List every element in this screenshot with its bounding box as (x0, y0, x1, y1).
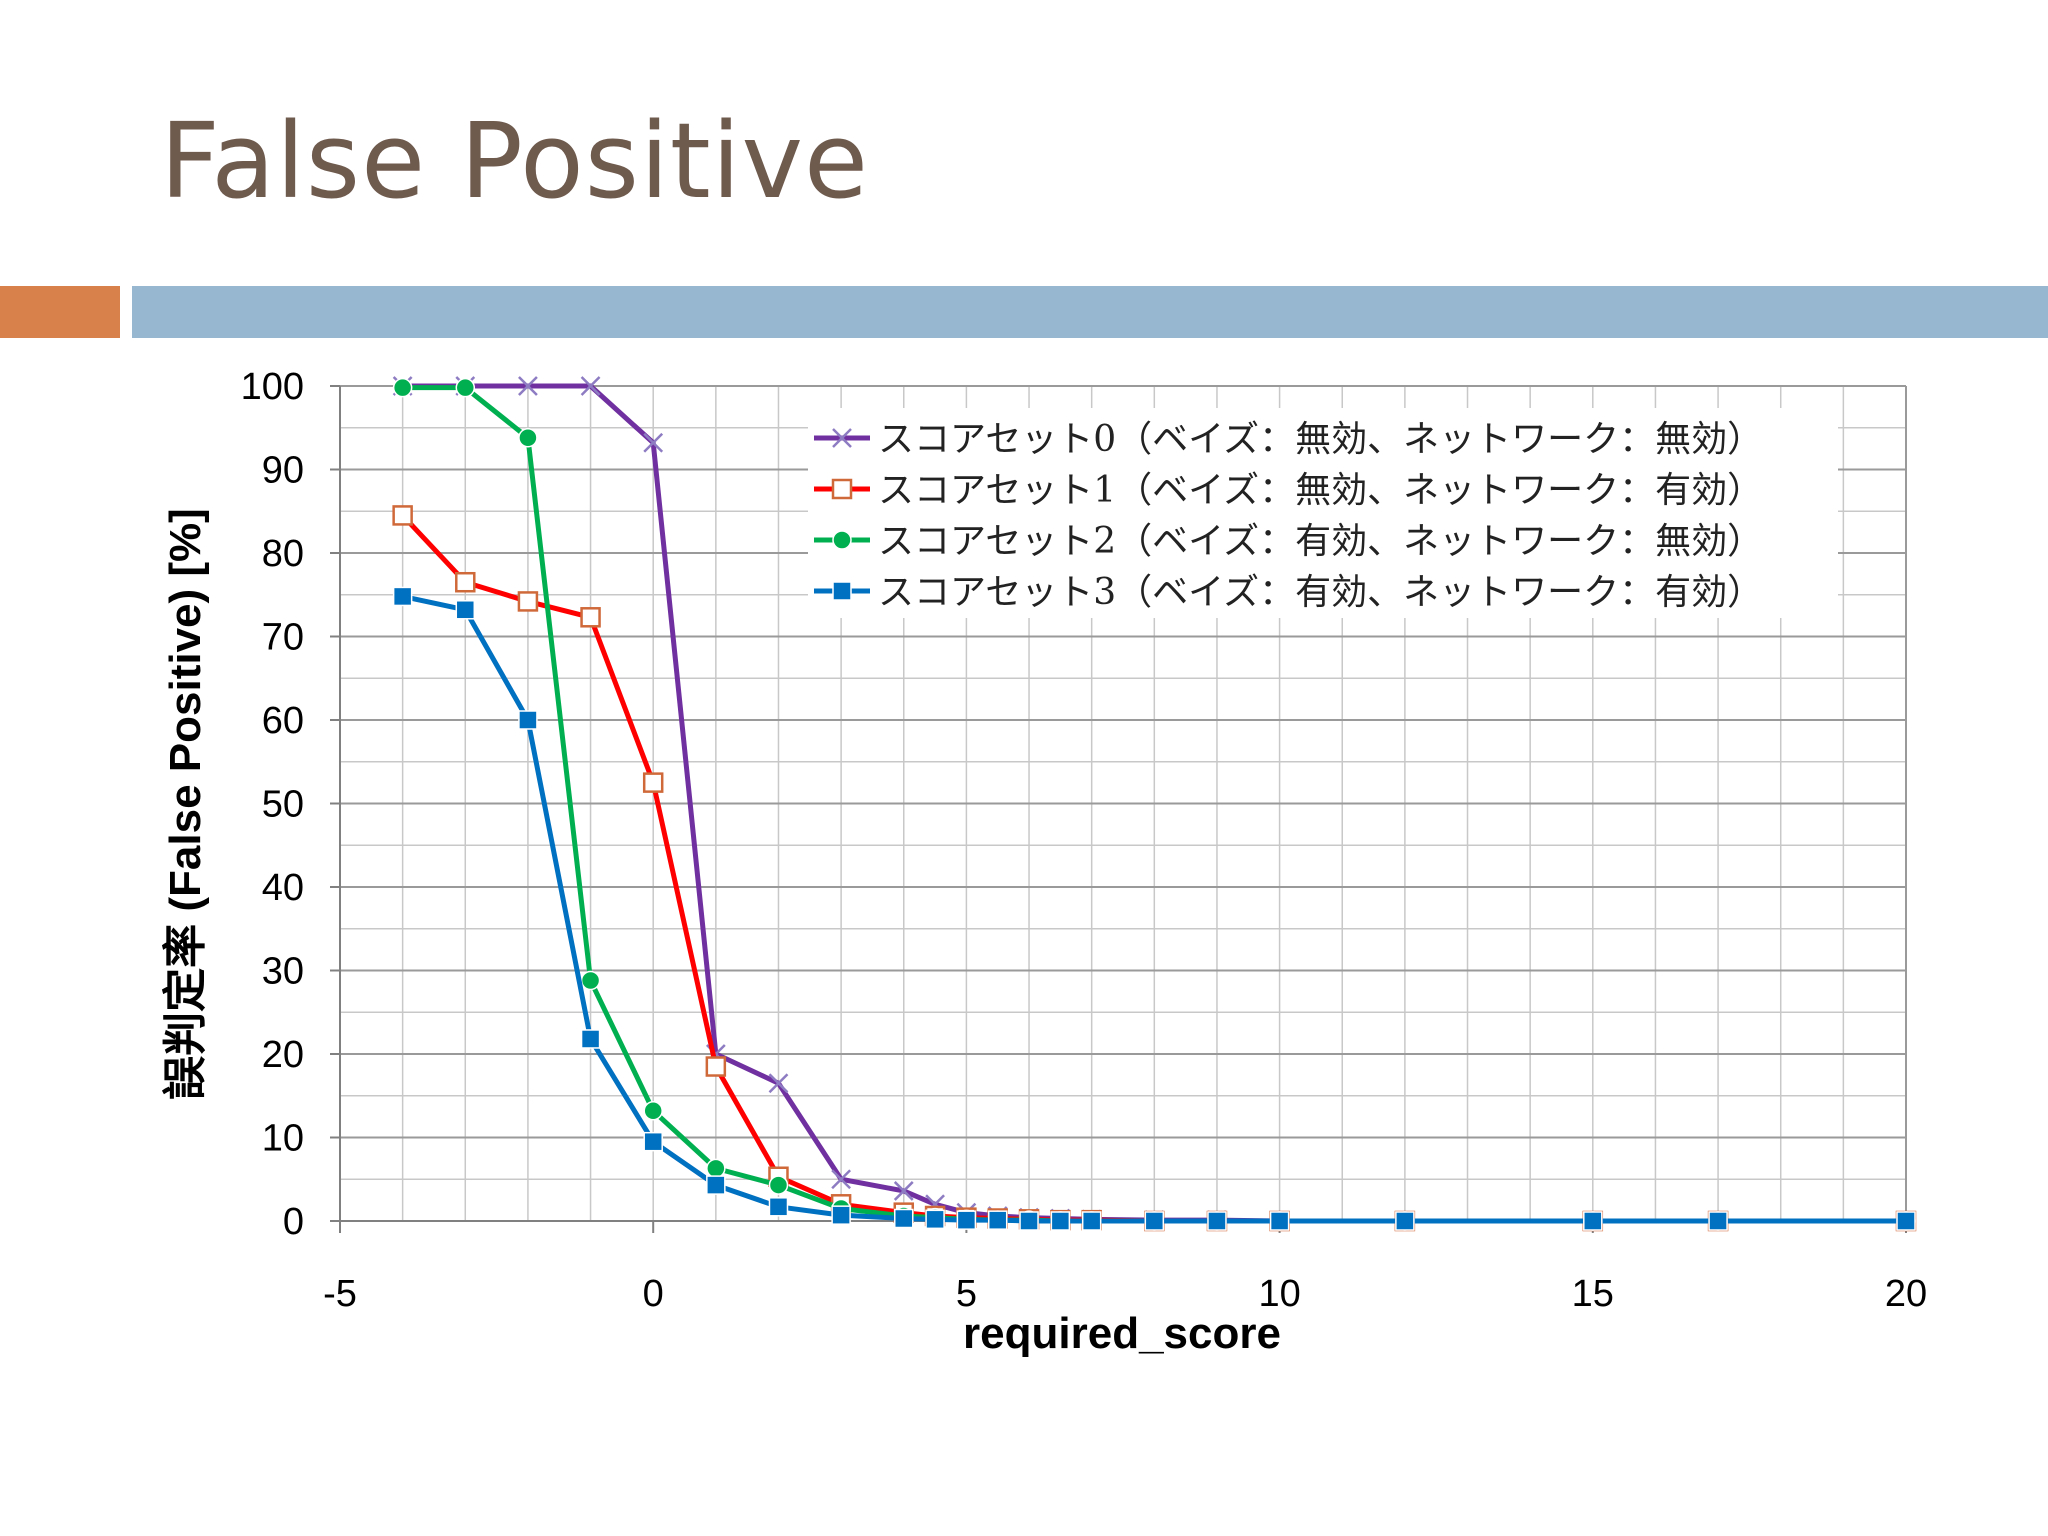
data-point (1395, 1211, 1415, 1231)
data-point (1269, 1211, 1290, 1231)
series-3 (392, 586, 1916, 1231)
data-point-stroke (893, 1181, 914, 1201)
y-tick-label: 40 (262, 867, 304, 909)
data-point (643, 1131, 663, 1152)
chart-labels: 0 10 20 30 40 50 60 70 80 90 100 -5 0 5 10 15 20 required… (161, 366, 1927, 1358)
data-point (706, 1175, 726, 1195)
data-point (925, 1209, 945, 1230)
x-tick-label: 0 (643, 1273, 664, 1315)
data-point (893, 1181, 914, 1201)
data-point (580, 970, 601, 991)
data-point (1050, 1211, 1071, 1231)
x-tick-label: 15 (1572, 1273, 1614, 1315)
data-point (1708, 1211, 1728, 1231)
data-point (1896, 1211, 1916, 1231)
x-axis-title: required_score (963, 1309, 1281, 1358)
data-point (768, 1073, 789, 1094)
data-point (517, 591, 539, 612)
data-point (455, 377, 476, 398)
y-tick-label: 70 (262, 617, 304, 659)
data-point (643, 1101, 663, 1121)
data-point (518, 710, 538, 730)
data-point (832, 428, 852, 448)
data-point (894, 1208, 914, 1229)
legend-item: スコアセット2（ベイズ：有効、ネットワーク：無効） (814, 521, 1763, 562)
x-tick-label: 10 (1258, 1273, 1300, 1315)
data-point (831, 1205, 851, 1225)
y-tick-label: 30 (262, 951, 304, 993)
data-point-stroke (768, 1073, 789, 1094)
y-tick-label: 20 (262, 1034, 304, 1076)
legend-label: スコアセット3（ベイズ：有効、ネットワーク：有効） (878, 572, 1763, 613)
legend-item: スコアセット0（ベイズ：無効、ネットワーク：無効） (814, 419, 1763, 460)
x-tick-label: 5 (956, 1273, 977, 1315)
data-point (580, 1029, 601, 1049)
y-tick-label: 90 (262, 450, 304, 492)
data-point (1207, 1211, 1227, 1231)
data-point (455, 600, 476, 620)
y-tick-label: 100 (241, 366, 304, 408)
y-tick-label: 0 (283, 1201, 304, 1243)
data-point-stroke (643, 432, 664, 453)
data-point (832, 530, 852, 550)
data-point (518, 428, 538, 448)
data-point (1583, 1211, 1603, 1231)
x-tick-label: -5 (323, 1273, 357, 1315)
chart-series (392, 376, 1917, 1232)
legend-label: スコアセット2（ベイズ：有効、ネットワーク：無効） (878, 521, 1763, 562)
legend-item: スコアセット1（ベイズ：無効、ネットワーク：有効） (814, 470, 1763, 511)
legend-label: スコアセット0（ベイズ：無効、ネットワーク：無効） (878, 419, 1763, 460)
y-tick-label: 80 (262, 533, 304, 575)
data-point (518, 376, 538, 396)
data-point (768, 1197, 789, 1217)
data-point (455, 571, 476, 593)
chart-legend: スコアセット0（ベイズ：無効、ネットワーク：無効） スコアセット1（ベイズ：無効、… (808, 408, 1838, 618)
data-point (643, 432, 664, 453)
legend-label: スコアセット1（ベイズ：無効、ネットワーク：有効） (878, 470, 1763, 511)
data-point-stroke (580, 376, 601, 396)
data-point (956, 1210, 977, 1230)
data-point (1144, 1211, 1165, 1231)
data-point (831, 478, 853, 500)
y-tick-label: 10 (262, 1118, 304, 1160)
data-point (1019, 1211, 1039, 1231)
legend-box (808, 408, 1838, 618)
data-point (706, 1158, 726, 1179)
data-point (392, 586, 413, 607)
y-axis-title: 誤判定率 (False Positive) [%] (161, 508, 210, 1100)
data-point (1081, 1211, 1102, 1231)
data-point (831, 1169, 852, 1190)
data-point (832, 581, 852, 601)
slide-title: False Positive (160, 100, 870, 222)
data-point (580, 607, 601, 628)
data-point (642, 772, 664, 793)
legend-item: スコアセット3（ベイズ：有効、ネットワーク：有効） (814, 572, 1763, 613)
data-point (580, 376, 601, 396)
data-point-stroke (518, 376, 538, 396)
data-point (705, 1056, 727, 1077)
x-tick-label: 20 (1885, 1273, 1927, 1315)
data-point (768, 1175, 789, 1195)
data-point (392, 505, 413, 526)
data-point (987, 1210, 1008, 1230)
data-point-stroke (832, 428, 852, 448)
accent-bar-blue (132, 286, 2048, 338)
accent-bar-orange (0, 286, 120, 338)
series-line (402, 593, 1906, 1224)
y-tick-label: 60 (262, 700, 304, 742)
data-point (392, 377, 413, 398)
data-point-stroke (831, 1169, 852, 1190)
y-tick-label: 50 (262, 784, 304, 826)
